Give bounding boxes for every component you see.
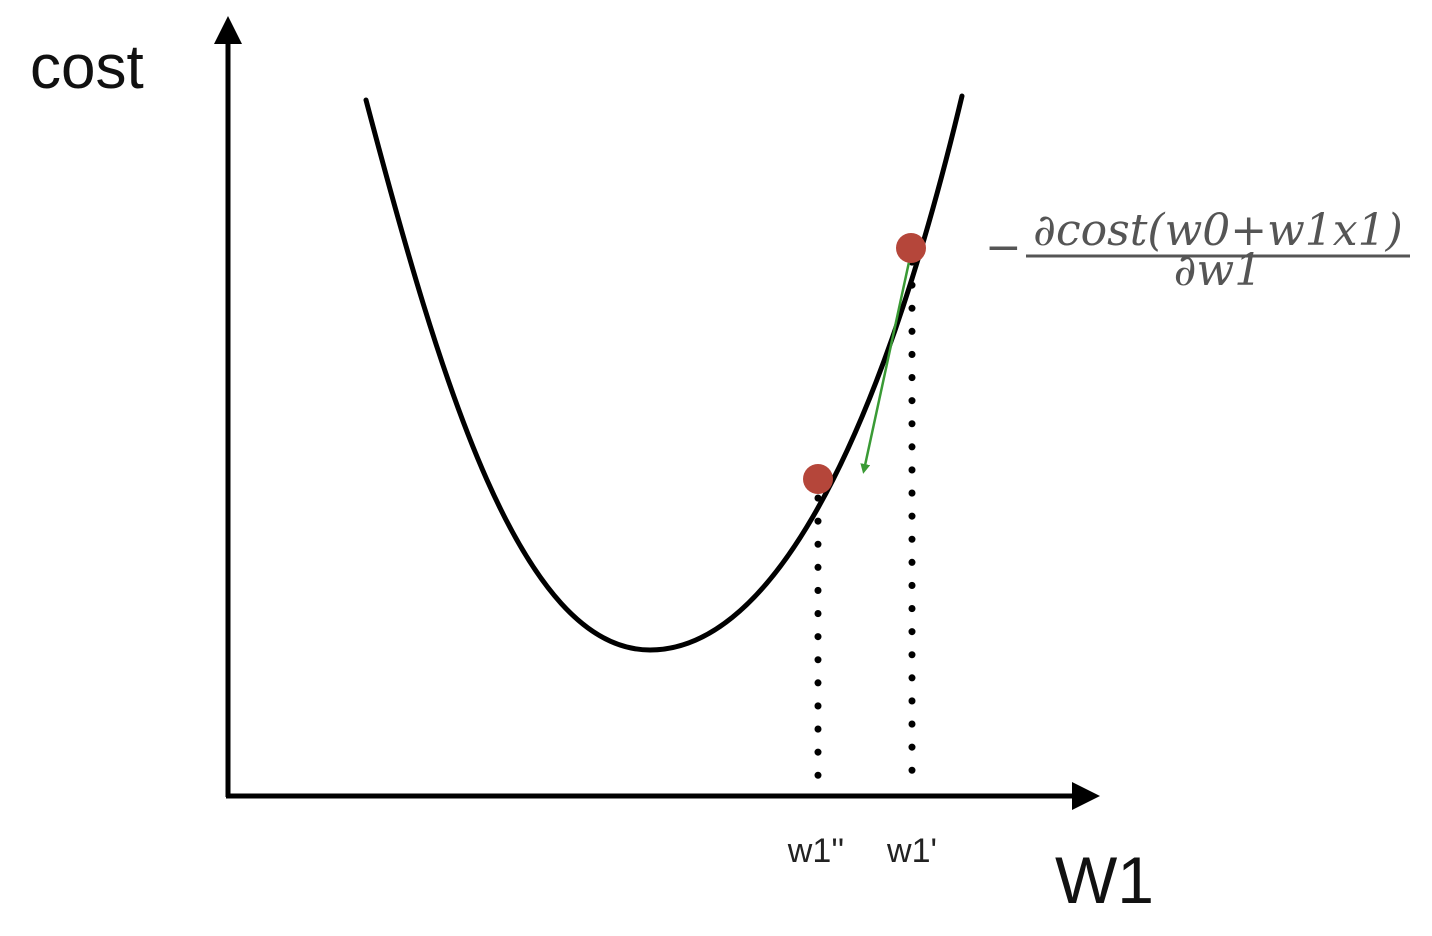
formula-sign: − (985, 222, 1022, 273)
x-axis-label: W1 (1055, 843, 1154, 917)
gradient-formula: − ∂cost(w0+w1x1) ∂w1 (985, 205, 1410, 296)
y-axis-arrowhead (214, 16, 242, 44)
point-w1-current (896, 233, 926, 263)
formula-numerator: ∂cost(w0+w1x1) (1033, 205, 1402, 256)
tick-label-w1-next: w1'' (787, 832, 844, 870)
formula-denominator: ∂w1 (1174, 245, 1262, 296)
y-axis-label: cost (30, 33, 144, 102)
gradient-step-arrow (860, 261, 911, 474)
x-axis-arrowhead (1072, 782, 1100, 810)
tick-label-w1-current: w1' (886, 832, 937, 870)
point-w1-next (803, 464, 833, 494)
cost-curve (363, 93, 965, 653)
